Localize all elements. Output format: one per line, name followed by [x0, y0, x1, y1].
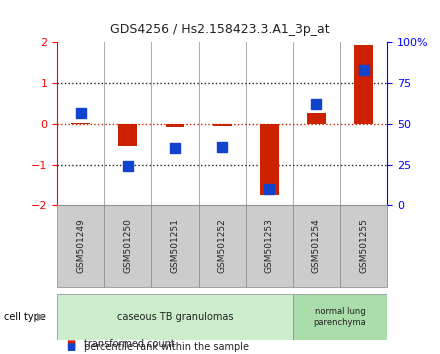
Point: [125, 164, 132, 169]
FancyBboxPatch shape: [246, 205, 293, 287]
Text: normal lung
parenchyma: normal lung parenchyma: [314, 307, 367, 326]
Bar: [213, 124, 231, 126]
Text: GSM501254: GSM501254: [312, 219, 321, 273]
FancyBboxPatch shape: [198, 205, 246, 287]
Text: GSM501250: GSM501250: [123, 218, 132, 274]
FancyBboxPatch shape: [293, 294, 387, 340]
Point: [360, 67, 367, 73]
Bar: [307, 113, 326, 124]
FancyBboxPatch shape: [57, 294, 293, 340]
Bar: [260, 124, 279, 195]
Bar: [354, 45, 373, 124]
Point: [266, 186, 273, 192]
Bar: [165, 124, 184, 127]
Text: transformed count: transformed count: [84, 339, 174, 349]
FancyBboxPatch shape: [340, 205, 387, 287]
Text: ■: ■: [66, 339, 75, 349]
Point: [219, 144, 226, 149]
Text: GSM501252: GSM501252: [218, 219, 227, 273]
Text: GSM501251: GSM501251: [171, 218, 180, 274]
Text: GSM501255: GSM501255: [359, 218, 368, 274]
FancyBboxPatch shape: [151, 205, 198, 287]
Text: GSM501253: GSM501253: [265, 218, 274, 274]
Text: caseous TB granulomas: caseous TB granulomas: [117, 312, 233, 322]
FancyBboxPatch shape: [104, 205, 151, 287]
FancyBboxPatch shape: [293, 205, 340, 287]
Bar: [118, 124, 137, 146]
Text: ■: ■: [66, 342, 75, 352]
Text: GSM501249: GSM501249: [76, 219, 85, 273]
Text: cell type: cell type: [4, 312, 46, 322]
Point: [313, 102, 320, 107]
Point: [77, 110, 84, 115]
Bar: [71, 123, 90, 124]
Text: GDS4256 / Hs2.158423.3.A1_3p_at: GDS4256 / Hs2.158423.3.A1_3p_at: [110, 23, 330, 36]
FancyBboxPatch shape: [57, 205, 104, 287]
Text: percentile rank within the sample: percentile rank within the sample: [84, 342, 249, 352]
Point: [172, 145, 179, 151]
Text: ▶: ▶: [37, 312, 46, 322]
